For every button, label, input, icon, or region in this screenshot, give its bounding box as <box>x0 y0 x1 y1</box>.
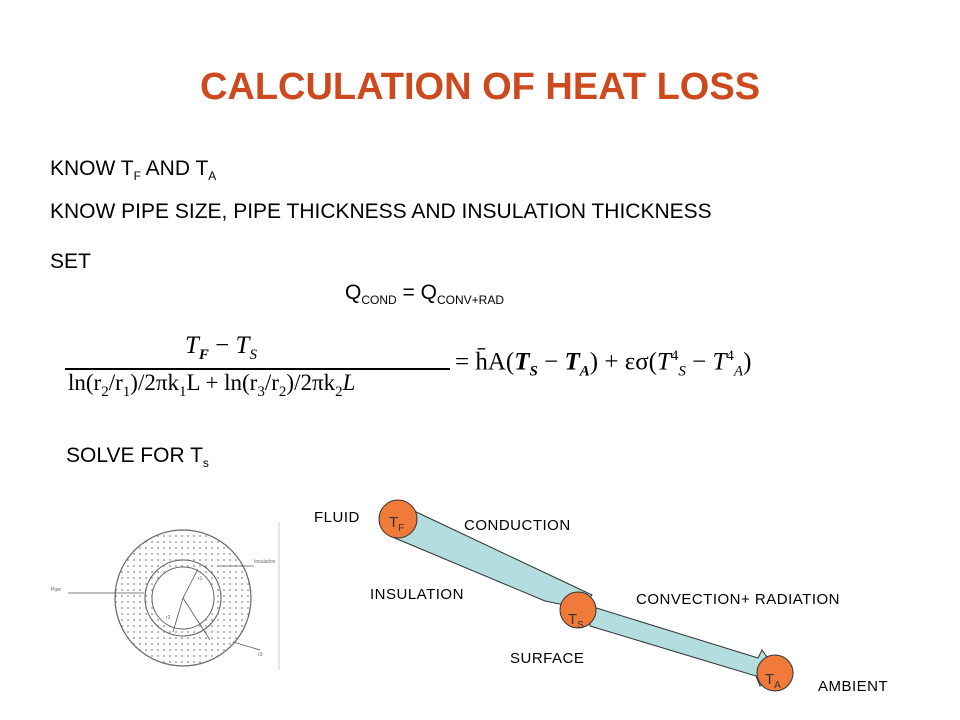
conv-rad-subscript: CONV+RAD <box>436 293 504 307</box>
solve-text: SOLVE FOR T <box>66 444 203 467</box>
know-t-text: KNOW T <box>50 157 134 180</box>
r2-label: r2 <box>166 615 171 621</box>
pipe-label: Pipe <box>51 587 61 593</box>
node-ta <box>756 654 794 692</box>
convection-arrow <box>589 605 779 687</box>
svg-text:TA: TA <box>765 671 781 691</box>
r1-label: r1 <box>198 576 203 582</box>
surface-label: SURFACE <box>510 650 584 667</box>
q-symbol: Q <box>345 281 362 304</box>
convection-radiation-label: CONVECTION+ RADIATION <box>636 591 840 608</box>
cond-subscript: COND <box>361 293 397 307</box>
heat-balance-equation: QCOND = QCONV+RAD <box>345 281 504 307</box>
pipe-cross-section-figure: Pipe Insulation r1 r2 r3 <box>48 522 280 670</box>
page-title: CALCULATION OF HEAT LOSS <box>199 66 761 108</box>
equation-numerator: TF − TS <box>185 332 257 363</box>
equation-denominator: ln(r2/r1)/2πk1L + ln(r3/r2)/2πk2L <box>68 370 356 400</box>
thermal-network-diagram: TF TS TA FLUID CONDUCTION INSULATION CON… <box>314 499 888 695</box>
equation-right-side: = h̄A(TS − TA) + εσ(T4S − T4A) <box>455 348 752 380</box>
know-pipe-line: KNOW PIPE SIZE, PIPE THICKNESS AND INSUL… <box>50 200 712 223</box>
ta-subscript: A <box>208 169 217 183</box>
svg-text:TS: TS <box>568 611 584 631</box>
ts-subscript: s <box>202 456 209 470</box>
fraction-bar <box>65 368 450 370</box>
and-t-text: AND T <box>140 157 209 180</box>
svg-text:TF: TF <box>389 514 404 534</box>
node-ts <box>559 591 597 629</box>
equals-q-text: = Q <box>396 281 437 304</box>
ambient-label: AMBIENT <box>818 678 888 695</box>
insulation-figure-label: Insulation <box>254 559 276 565</box>
solve-for-ts-line: SOLVE FOR Ts <box>66 444 209 470</box>
tf-subscript: F <box>133 169 141 183</box>
node-tf <box>378 499 418 539</box>
fluid-label: FLUID <box>314 509 360 526</box>
r3-label: r3 <box>258 652 263 658</box>
insulation-label: INSULATION <box>370 586 464 603</box>
set-label: SET <box>50 250 91 273</box>
know-temperatures-line: KNOW TF AND TA <box>50 157 216 183</box>
conduction-label: CONDUCTION <box>464 517 571 534</box>
